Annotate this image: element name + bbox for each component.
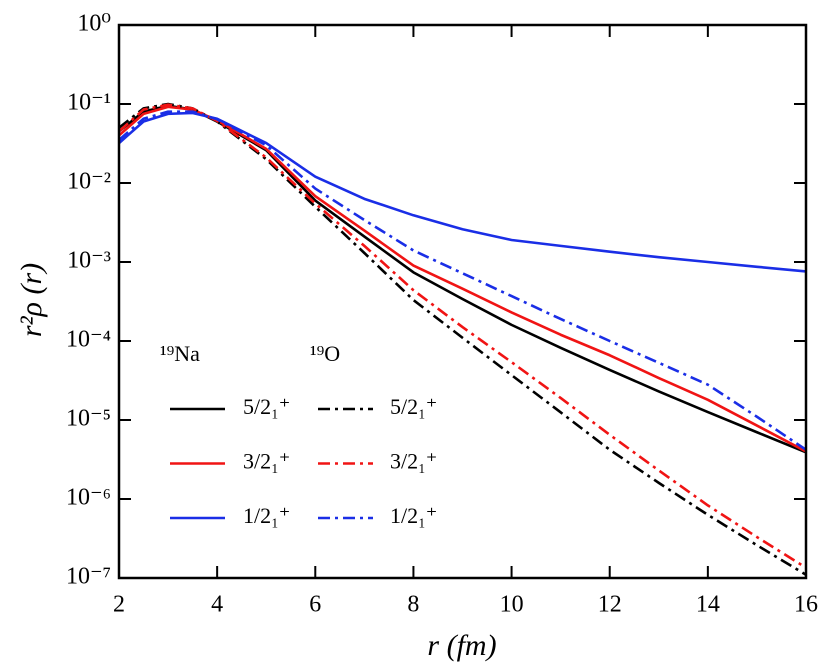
series-line	[118, 105, 807, 453]
legend-group-title: ¹⁹O	[310, 341, 340, 366]
legend-label: 3/2₁⁺	[243, 449, 290, 474]
legend-label: 1/2₁⁺	[243, 503, 290, 528]
y-tick-label: 10⁻⁷	[66, 564, 111, 590]
y-tick-label: 10⁻⁵	[66, 406, 111, 432]
y-tick-label: 10⁻⁴	[66, 327, 111, 353]
y-tick-label: 10⁻¹	[67, 90, 111, 116]
x-tick-label: 6	[309, 592, 321, 618]
y-axis-title: r²ρ (r)	[15, 263, 48, 337]
legend-label: 5/2₁⁺	[243, 394, 290, 419]
y-tick-label: 10⁰	[77, 11, 111, 37]
legend-group-title: ¹⁹Na	[160, 341, 200, 366]
x-tick-label: 2	[113, 592, 125, 618]
legend-label: 5/2₁⁺	[390, 394, 437, 419]
x-tick-label: 12	[598, 592, 622, 618]
plot-frame	[117, 23, 808, 580]
x-axis-title: r (fm)	[427, 629, 496, 662]
series-line	[118, 111, 807, 273]
x-tick-label: 10	[500, 592, 524, 618]
y-tick-label: 10⁻²	[67, 169, 111, 195]
x-tick-label: 8	[407, 592, 419, 618]
series-line	[118, 104, 807, 454]
series-line	[118, 102, 807, 576]
y-tick-label: 10⁻³	[67, 248, 111, 274]
y-tick-label: 10⁻⁶	[66, 485, 111, 511]
legend-label: 3/2₁⁺	[390, 449, 437, 474]
legend-label: 1/2₁⁺	[390, 503, 437, 528]
series-line	[118, 103, 807, 569]
x-tick-label: 4	[211, 592, 223, 618]
x-tick-label: 14	[696, 592, 720, 618]
x-tick-label: 16	[794, 592, 818, 618]
series-line	[118, 110, 807, 451]
